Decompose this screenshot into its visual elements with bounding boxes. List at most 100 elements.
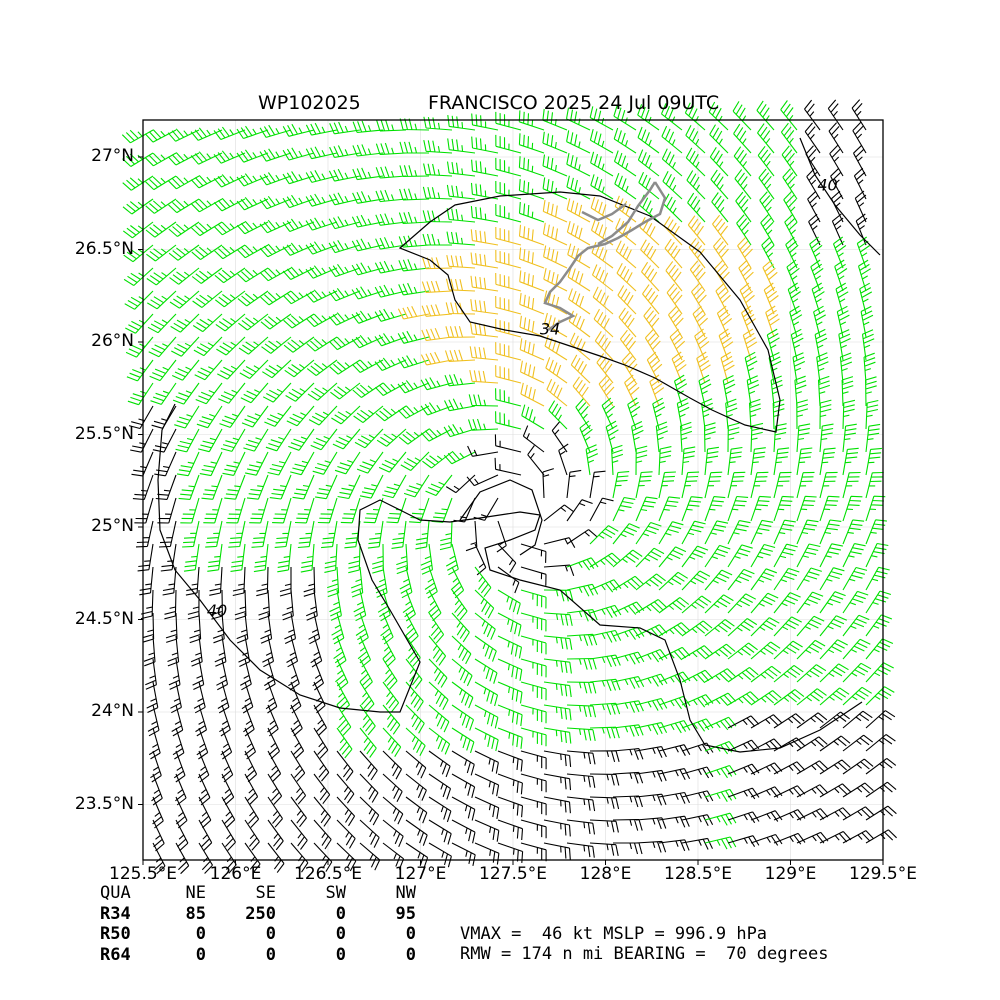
wind-barb: [710, 169, 729, 200]
wind-barb: [612, 626, 645, 640]
wind-barb: [474, 819, 500, 842]
wind-barb: [374, 357, 407, 372]
wind-barb: [451, 681, 474, 709]
wind-barb: [646, 351, 663, 384]
wind-barb: [548, 400, 568, 430]
wind-barb: [446, 231, 476, 246]
wind-barb: [612, 676, 645, 689]
wind-barb: [139, 566, 154, 596]
wind-barb: [244, 842, 261, 874]
wind-barb: [566, 469, 582, 499]
wind-barb: [842, 590, 869, 614]
wind-barb: [635, 840, 667, 853]
wind-barb: [265, 681, 278, 714]
wind-barb: [313, 773, 331, 805]
wind-barb: [566, 175, 591, 200]
wind-barb: [543, 612, 573, 626]
wind-barb: [451, 796, 476, 821]
wind-barb: [305, 217, 338, 231]
wind-barb: [750, 762, 783, 775]
wind-barb: [446, 184, 476, 200]
wind-barb: [842, 734, 874, 752]
wind-barb: [277, 543, 292, 573]
wind-barb: [495, 111, 522, 131]
wind-barb: [305, 193, 338, 207]
wind-barb: [543, 796, 571, 814]
wind-barb: [152, 796, 164, 829]
wind-barb: [335, 658, 349, 691]
wind-barb: [151, 773, 163, 806]
wind-barb: [313, 842, 333, 872]
wind-barb: [589, 106, 614, 131]
wind-barb: [566, 499, 593, 522]
wind-barb: [760, 214, 775, 246]
wind-barb: [865, 805, 897, 821]
wind-barb: [756, 100, 775, 131]
wind-barb: [236, 220, 269, 235]
wind-barb: [750, 810, 783, 822]
wind-barb: [175, 796, 188, 829]
wind-barb: [748, 398, 761, 430]
wind-barb: [796, 543, 821, 568]
lat-tick-label: 24°N: [91, 701, 134, 721]
wind-barb: [819, 543, 844, 568]
wind-barb: [382, 796, 404, 825]
wind-barb: [658, 496, 681, 522]
wind-barb: [704, 668, 736, 683]
wind-barb: [495, 388, 522, 407]
wind-barb: [796, 567, 822, 591]
wind-barb: [519, 293, 545, 315]
wind-barb: [214, 244, 246, 260]
wind-contours: [157, 137, 881, 753]
wind-barb: [222, 451, 246, 476]
wind-barb: [615, 240, 637, 269]
wind-barb: [467, 445, 499, 457]
wind-barb: [750, 495, 771, 522]
wind-barb: [773, 832, 806, 845]
wind-barb: [423, 116, 453, 131]
wind-barb: [738, 259, 754, 292]
r50-nw: 0: [405, 924, 416, 944]
wind-barb: [750, 592, 779, 614]
wind-barb: [780, 100, 798, 131]
wind-barb: [631, 421, 644, 453]
wind-barb: [162, 566, 177, 596]
wind-barb: [495, 226, 522, 246]
wind-barb: [439, 520, 453, 551]
wind-barb: [474, 773, 500, 797]
wind-barb: [658, 571, 688, 591]
wind-barb: [863, 352, 876, 384]
wind-barb: [765, 305, 780, 338]
wind-barb: [543, 312, 568, 338]
wind-barb: [612, 601, 645, 615]
wind-barb: [704, 643, 736, 660]
r64-sw: 0: [335, 944, 346, 965]
wind-barb: [398, 235, 430, 248]
wind-barb: [264, 405, 292, 427]
wind-barb: [359, 727, 377, 758]
wind-barb: [258, 589, 271, 621]
wind-barb: [328, 192, 361, 206]
wind-barb: [152, 842, 166, 875]
wind-barb: [794, 375, 807, 407]
contour-label: 34: [540, 320, 560, 339]
wind-barb: [522, 425, 545, 453]
wind-barb: [727, 835, 760, 847]
wind-barb: [382, 727, 402, 757]
wind-barb: [213, 174, 246, 188]
lon-tick-label: 127.5°E: [479, 864, 547, 884]
wind-barb: [405, 681, 424, 712]
wind-barb: [190, 198, 223, 213]
wind-barb: [865, 495, 886, 522]
wind-barb: [249, 497, 269, 524]
wind-barb: [497, 704, 523, 727]
wind-barb: [714, 260, 730, 292]
wind-barb: [842, 399, 856, 430]
wind-barb: [474, 543, 487, 576]
wind-barb: [780, 122, 798, 154]
wind-barb: [684, 102, 706, 131]
wind-barb: [405, 727, 426, 756]
wind-barb: [696, 351, 711, 384]
wind-barb: [497, 658, 523, 681]
wind-barb: [382, 842, 405, 870]
